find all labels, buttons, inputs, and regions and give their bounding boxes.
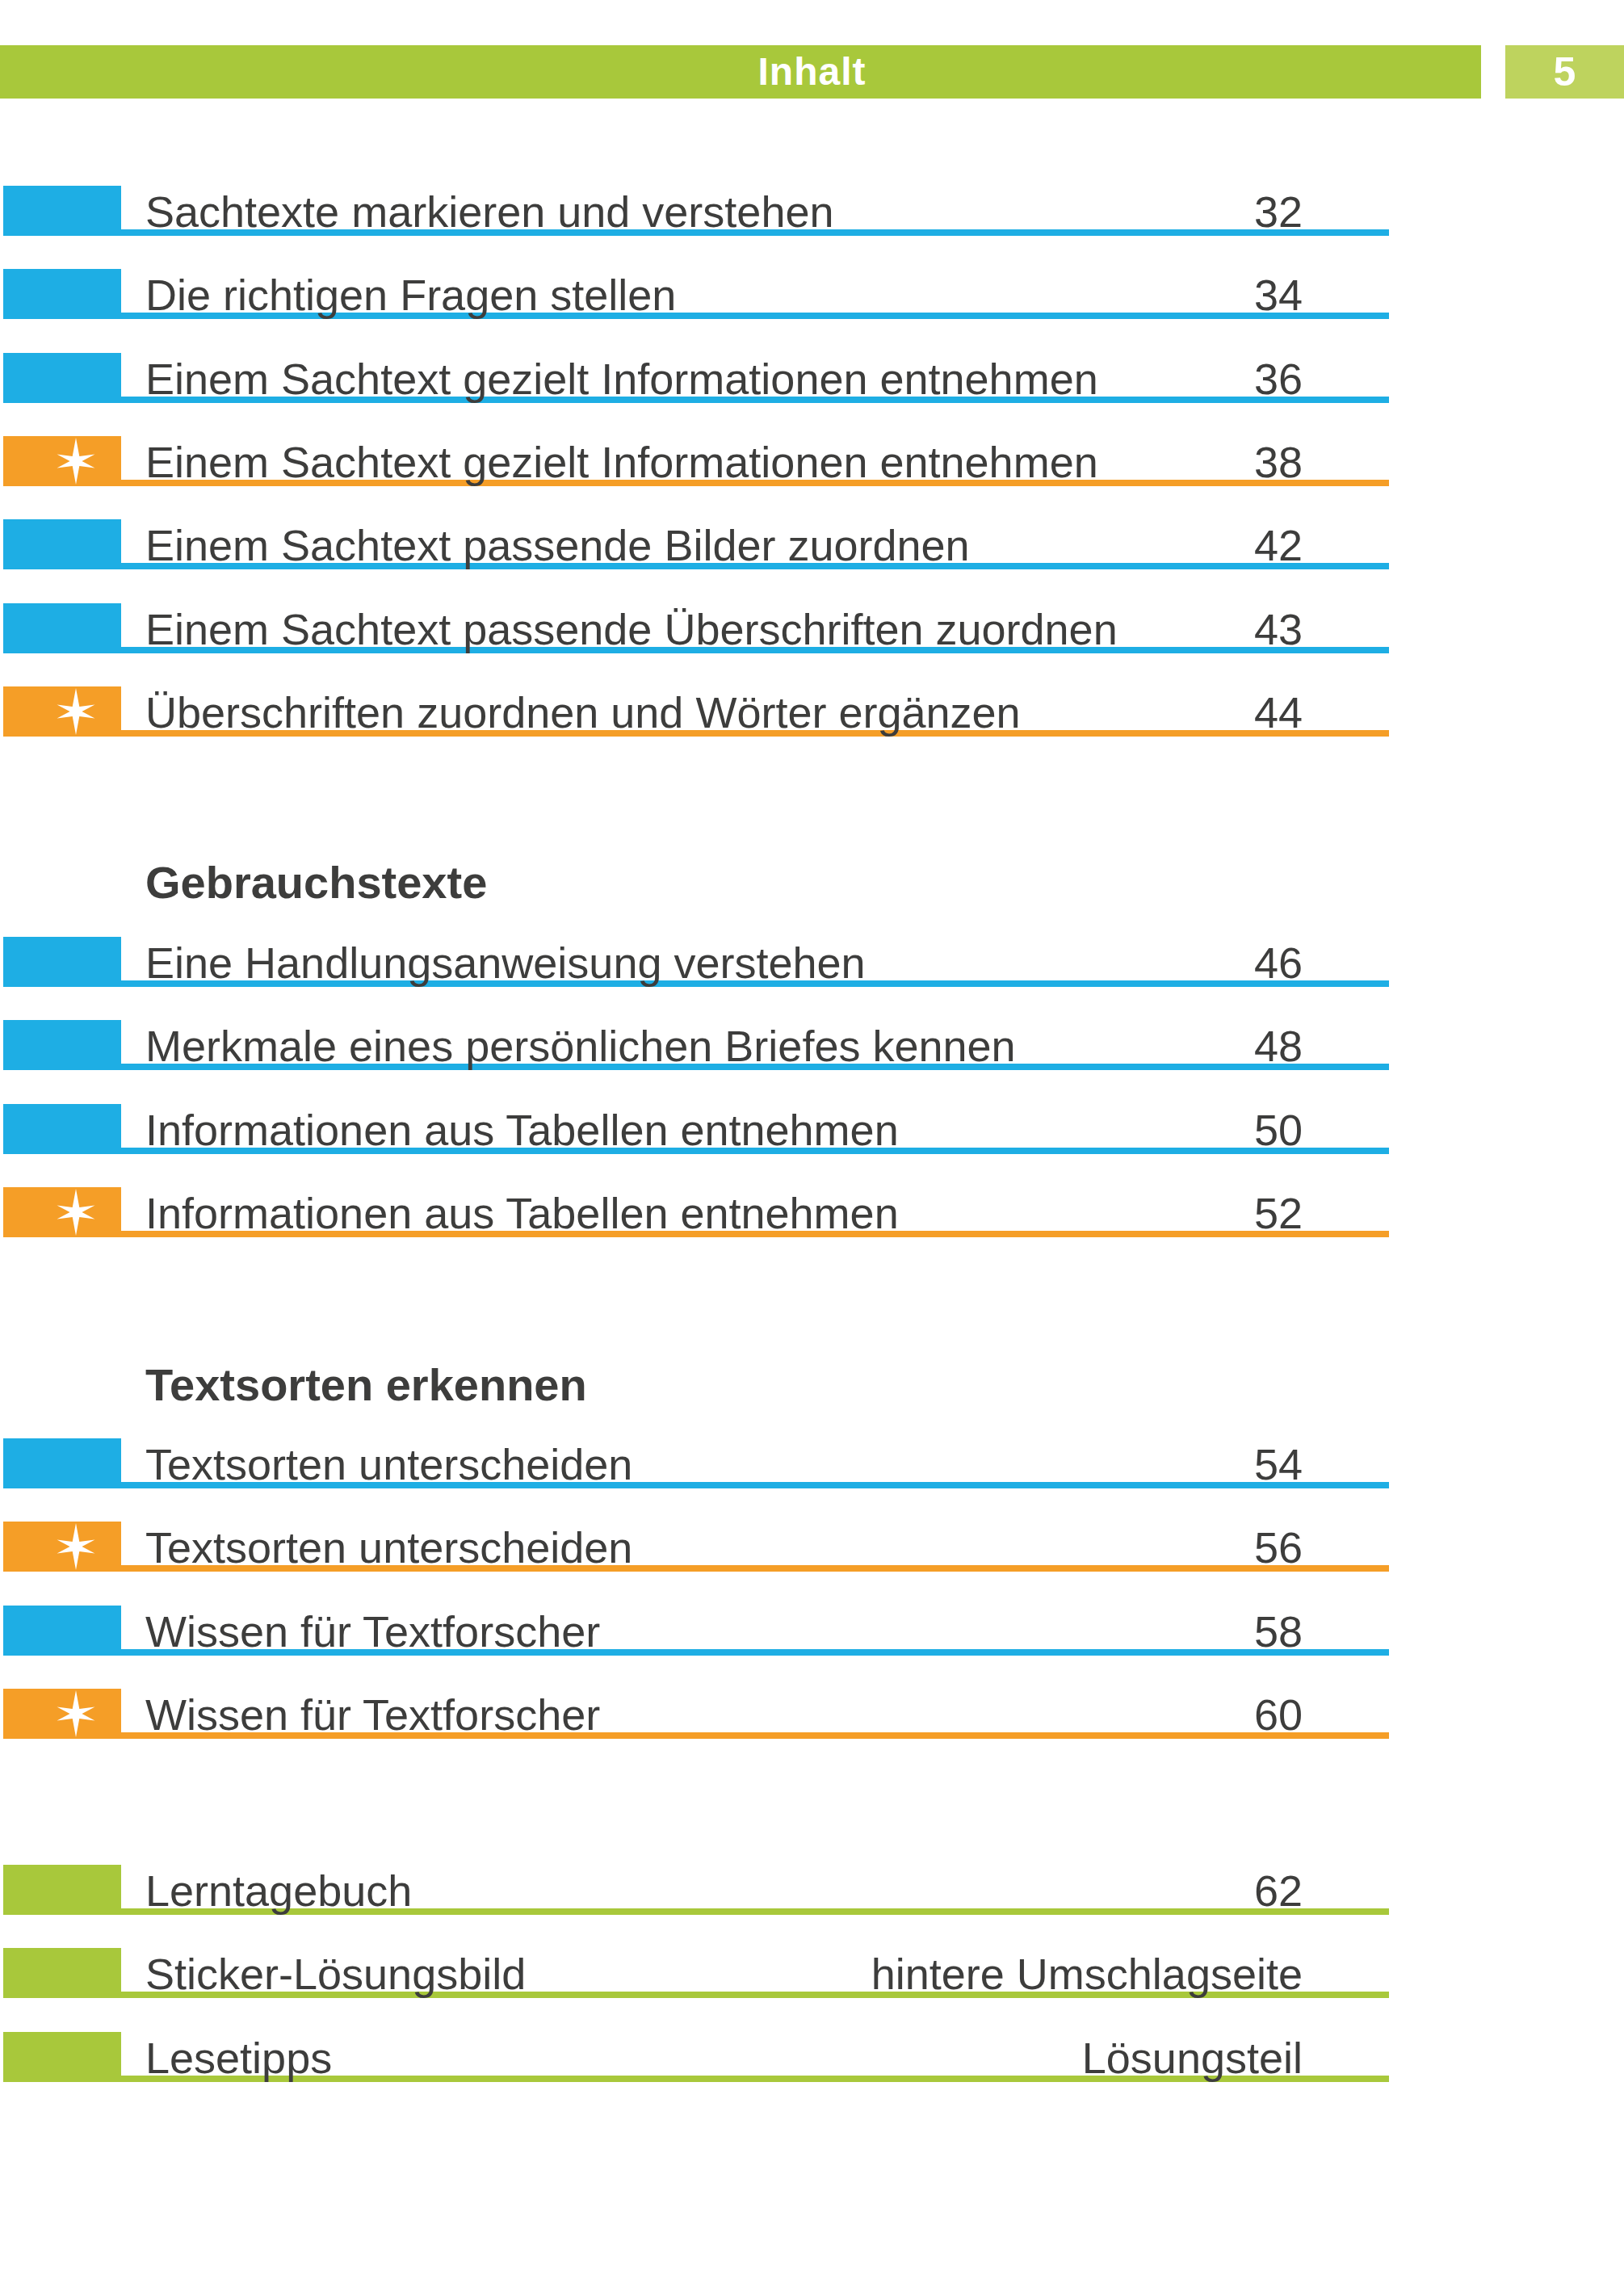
toc-row: Textsorten unterscheiden 56 (0, 1522, 1624, 1572)
toc-row-label: Überschriften zuordnen und Wörter ergänz… (145, 686, 1021, 737)
toc-row-page: hintere Umschlagseite (871, 1948, 1303, 1998)
toc-row-label: Wissen für Textforscher (145, 1689, 600, 1739)
toc-row-label: Merkmale eines persönlichen Briefes kenn… (145, 1020, 1016, 1070)
section-heading: Textsorten erkennen (145, 1357, 587, 1413)
toc-row-page: 44 (1254, 686, 1303, 737)
toc-row-page: 42 (1254, 519, 1303, 569)
marker-box (3, 603, 121, 653)
star-icon (50, 435, 102, 487)
star-icon (50, 1186, 102, 1238)
toc-row: Einem Sachtext passende Bilder zuordnen 4… (0, 519, 1624, 569)
toc-row-page: 38 (1254, 436, 1303, 486)
toc-row-label: Einem Sachtext gezielt Informationen ent… (145, 436, 1098, 486)
toc-row-label: Wissen für Textforscher (145, 1606, 600, 1656)
star-icon (50, 1688, 102, 1740)
marker-box (3, 269, 121, 319)
toc-row: Überschriften zuordnen und Wörter ergänz… (0, 686, 1624, 737)
toc-row: Textsorten unterscheiden 54 (0, 1438, 1624, 1488)
toc-row: Lesetipps Lösungsteil (0, 2032, 1624, 2082)
toc-row-label: Eine Handlungsanweisung verstehen (145, 937, 866, 987)
toc-row: Sticker-Lösungsbild hintere Umschlagseite (0, 1948, 1624, 1998)
toc-row: Wissen für Textforscher 58 (0, 1606, 1624, 1656)
toc-row: Informationen aus Tabellen entnehmen 50 (0, 1104, 1624, 1154)
toc-row-label: Einem Sachtext gezielt Informationen ent… (145, 353, 1098, 403)
toc-row-page: 62 (1254, 1865, 1303, 1915)
star-marker-box (3, 1187, 121, 1237)
toc-row-label: Einem Sachtext passende Bilder zuordnen (145, 519, 970, 569)
toc-row-label: Sachtexte markieren und verstehen (145, 186, 833, 236)
toc-row-page: 60 (1254, 1689, 1303, 1739)
marker-box (3, 2032, 121, 2082)
star-marker-box (3, 686, 121, 737)
marker-box (3, 1948, 121, 1998)
toc-row: Informationen aus Tabellen entnehmen 52 (0, 1187, 1624, 1237)
toc-row: Einem Sachtext passende Überschriften zu… (0, 603, 1624, 653)
star-marker-box (3, 1689, 121, 1739)
marker-box (3, 937, 121, 987)
toc-row-page: 54 (1254, 1438, 1303, 1488)
toc-page: Inhalt 5 Sachtexte markieren und versteh… (0, 0, 1624, 2292)
marker-box (3, 519, 121, 569)
marker-box (3, 1606, 121, 1656)
toc-row-page: 36 (1254, 353, 1303, 403)
toc-row-label: Informationen aus Tabellen entnehmen (145, 1187, 899, 1237)
marker-box (3, 353, 121, 403)
toc-row-page: 43 (1254, 603, 1303, 653)
star-marker-box (3, 1522, 121, 1572)
toc-row: Eine Handlungsanweisung verstehen 46 (0, 937, 1624, 987)
toc-row-page: 46 (1254, 937, 1303, 987)
toc-row-label: Textsorten unterscheiden (145, 1438, 632, 1488)
toc-row-page: 58 (1254, 1606, 1303, 1656)
toc-row-label: Lerntagebuch (145, 1865, 412, 1915)
marker-box (3, 1865, 121, 1915)
toc-row-page: Lösungsteil (1082, 2032, 1303, 2082)
star-icon (50, 1521, 102, 1572)
page-title: Inhalt (0, 45, 1624, 99)
toc-row: Merkmale eines persönlichen Briefes kenn… (0, 1020, 1624, 1070)
toc-row: Die richtigen Fragen stellen 34 (0, 269, 1624, 319)
toc-row-label: Die richtigen Fragen stellen (145, 269, 676, 319)
star-icon (50, 686, 102, 737)
toc-row-page: 32 (1254, 186, 1303, 236)
toc-row-page: 34 (1254, 269, 1303, 319)
toc-row: Einem Sachtext gezielt Informationen ent… (0, 436, 1624, 486)
section-heading: Gebrauchstexte (145, 854, 487, 911)
marker-box (3, 1020, 121, 1070)
toc-row: Einem Sachtext gezielt Informationen ent… (0, 353, 1624, 403)
toc-row: Sachtexte markieren und verstehen 32 (0, 186, 1624, 236)
toc-row-page: 48 (1254, 1020, 1303, 1070)
toc-row: Wissen für Textforscher 60 (0, 1689, 1624, 1739)
page-number-badge: 5 (1505, 45, 1624, 99)
toc-row-label: Einem Sachtext passende Überschriften zu… (145, 603, 1118, 653)
toc-row: Lerntagebuch 62 (0, 1865, 1624, 1915)
marker-box (3, 1438, 121, 1488)
marker-box (3, 1104, 121, 1154)
toc-row-label: Lesetipps (145, 2032, 332, 2082)
toc-row-page: 52 (1254, 1187, 1303, 1237)
toc-row-label: Textsorten unterscheiden (145, 1522, 632, 1572)
toc-row-page: 50 (1254, 1104, 1303, 1154)
toc-row-label: Sticker-Lösungsbild (145, 1948, 526, 1998)
toc-row-page: 56 (1254, 1522, 1303, 1572)
star-marker-box (3, 436, 121, 486)
toc-row-label: Informationen aus Tabellen entnehmen (145, 1104, 899, 1154)
marker-box (3, 186, 121, 236)
